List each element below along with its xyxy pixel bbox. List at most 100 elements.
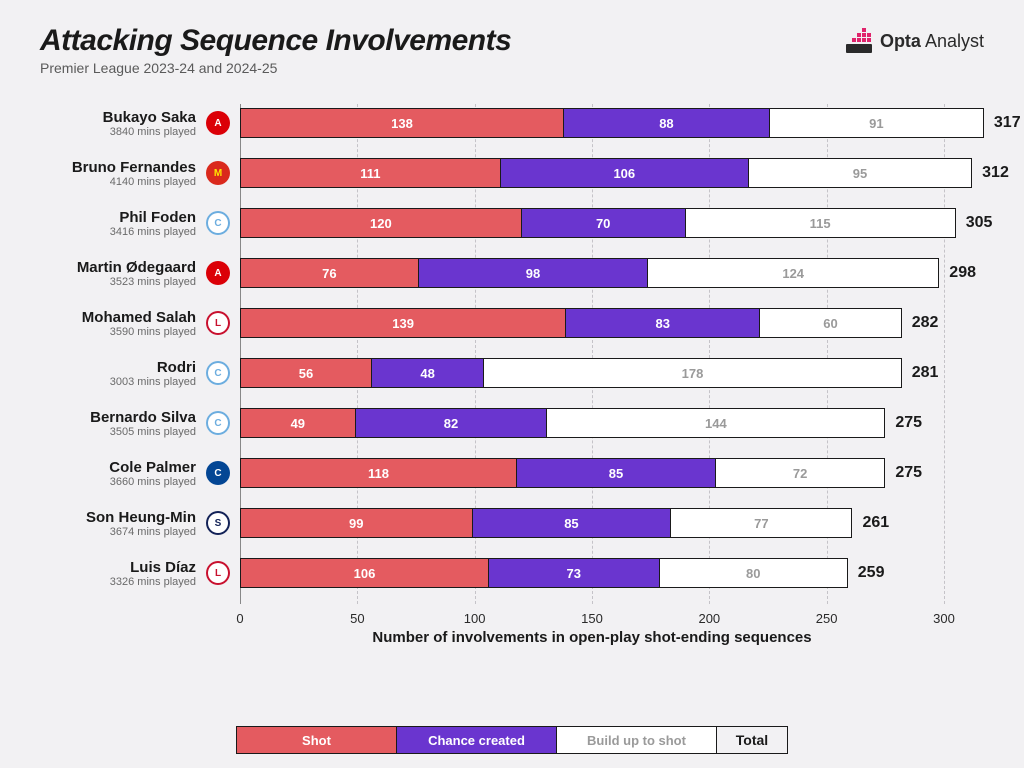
bar-segment-chance: 73: [489, 559, 660, 587]
bar-segment-chance: 48: [372, 359, 484, 387]
player-row: Bukayo Saka3840 mins playedA1388891317: [240, 104, 944, 142]
bar-segment-buildup: 91: [770, 109, 983, 137]
bar-segment-buildup: 178: [484, 359, 900, 387]
player-mins: 3590 mins played: [40, 326, 196, 338]
club-crest-icon: A: [206, 261, 230, 285]
chart-title: Attacking Sequence Involvements: [40, 24, 511, 58]
stacked-bar: 5648178: [240, 358, 902, 388]
bar-segment-shot: 76: [241, 259, 419, 287]
row-total: 305: [966, 214, 993, 232]
header: Attacking Sequence Involvements Premier …: [0, 0, 1024, 86]
club-crest-icon: C: [206, 361, 230, 385]
row-total: 275: [895, 414, 922, 432]
legend-segment-buildup: Build up to shot: [557, 727, 717, 753]
stacked-bar: 1388891: [240, 108, 984, 138]
bar-segment-buildup: 115: [686, 209, 955, 237]
player-row: Son Heung-Min3674 mins playedS998577261: [240, 504, 944, 542]
player-name: Bernardo Silva: [40, 409, 196, 426]
player-row: Bernardo Silva3505 mins playedC498214427…: [240, 404, 944, 442]
player-name: Bukayo Saka: [40, 109, 196, 126]
player-name: Phil Foden: [40, 209, 196, 226]
bar-segment-buildup: 60: [760, 309, 900, 337]
brand-logo-text: Opta Analyst: [880, 31, 984, 52]
player-mins: 3840 mins played: [40, 126, 196, 138]
bar-segment-buildup: 95: [749, 159, 971, 187]
bar-segment-shot: 49: [241, 409, 356, 437]
bar-segment-chance: 88: [564, 109, 770, 137]
bar-segment-buildup: 77: [671, 509, 851, 537]
bar-segment-shot: 120: [241, 209, 522, 237]
opta-logo-icon: [846, 28, 872, 54]
player-mins: 3674 mins played: [40, 526, 196, 538]
bar-segment-chance: 106: [501, 159, 749, 187]
stacked-bar: 998577: [240, 508, 852, 538]
row-total: 298: [949, 264, 976, 282]
row-total: 259: [858, 564, 885, 582]
row-total: 261: [862, 514, 889, 532]
player-name: Cole Palmer: [40, 459, 196, 476]
legend-segment-shot: Shot: [237, 727, 397, 753]
row-total: 317: [994, 114, 1021, 132]
player-row: Mohamed Salah3590 mins playedL1398360282: [240, 304, 944, 342]
stacked-bar: 1067380: [240, 558, 848, 588]
player-name: Rodri: [40, 359, 196, 376]
player-mins: 3326 mins played: [40, 576, 196, 588]
player-mins: 3660 mins played: [40, 476, 196, 488]
bar-segment-buildup: 72: [716, 459, 884, 487]
player-mins: 3523 mins played: [40, 276, 196, 288]
x-tick-label: 250: [816, 611, 838, 626]
bar-segment-shot: 111: [241, 159, 501, 187]
x-tick-label: 50: [350, 611, 364, 626]
plot-region: 050100150200250300Bukayo Saka3840 mins p…: [240, 104, 944, 604]
player-name: Martin Ødegaard: [40, 259, 196, 276]
row-total: 312: [982, 164, 1009, 182]
bar-segment-buildup: 80: [660, 559, 847, 587]
bar-segment-chance: 85: [517, 459, 716, 487]
row-total: 282: [912, 314, 939, 332]
stacked-bar: 1398360: [240, 308, 902, 338]
bar-segment-shot: 56: [241, 359, 372, 387]
x-tick-label: 300: [933, 611, 955, 626]
club-crest-icon: L: [206, 561, 230, 585]
bar-segment-chance: 85: [473, 509, 672, 537]
bar-segment-chance: 82: [356, 409, 548, 437]
club-crest-icon: C: [206, 211, 230, 235]
club-crest-icon: C: [206, 461, 230, 485]
club-crest-icon: L: [206, 311, 230, 335]
club-crest-icon: M: [206, 161, 230, 185]
player-name: Son Heung-Min: [40, 509, 196, 526]
x-tick-label: 100: [464, 611, 486, 626]
brand-logo: Opta Analyst: [846, 28, 984, 54]
x-tick-label: 150: [581, 611, 603, 626]
x-tick-label: 0: [236, 611, 243, 626]
player-mins: 4140 mins played: [40, 176, 196, 188]
player-row: Phil Foden3416 mins playedC12070115305: [240, 204, 944, 242]
player-row: Rodri3003 mins playedC5648178281: [240, 354, 944, 392]
legend-total: Total: [717, 727, 787, 753]
club-crest-icon: S: [206, 511, 230, 535]
bar-segment-shot: 118: [241, 459, 517, 487]
bar-segment-shot: 99: [241, 509, 473, 537]
bar-segment-shot: 138: [241, 109, 564, 137]
player-name: Mohamed Salah: [40, 309, 196, 326]
x-tick-label: 200: [698, 611, 720, 626]
club-crest-icon: C: [206, 411, 230, 435]
player-row: Cole Palmer3660 mins playedC1188572275: [240, 454, 944, 492]
bar-segment-chance: 98: [419, 259, 648, 287]
stacked-bar: 1188572: [240, 458, 885, 488]
stacked-bar: 12070115: [240, 208, 956, 238]
player-mins: 3416 mins played: [40, 226, 196, 238]
bar-segment-chance: 70: [522, 209, 686, 237]
row-total: 281: [912, 364, 939, 382]
player-mins: 3003 mins played: [40, 376, 196, 388]
player-row: Luis Díaz3326 mins playedL1067380259: [240, 554, 944, 592]
club-crest-icon: A: [206, 111, 230, 135]
player-row: Bruno Fernandes4140 mins playedM11110695…: [240, 154, 944, 192]
bar-segment-shot: 106: [241, 559, 489, 587]
bar-segment-buildup: 144: [547, 409, 884, 437]
stacked-bar: 11110695: [240, 158, 972, 188]
x-axis-title: Number of involvements in open-play shot…: [240, 629, 944, 646]
title-block: Attacking Sequence Involvements Premier …: [40, 24, 511, 76]
chart-area: 0 50 100 150 200 250 300 Bukayo Saka3840 mins p…: [40, 104, 984, 644]
legend-segment-chance: Chance created: [397, 727, 557, 753]
